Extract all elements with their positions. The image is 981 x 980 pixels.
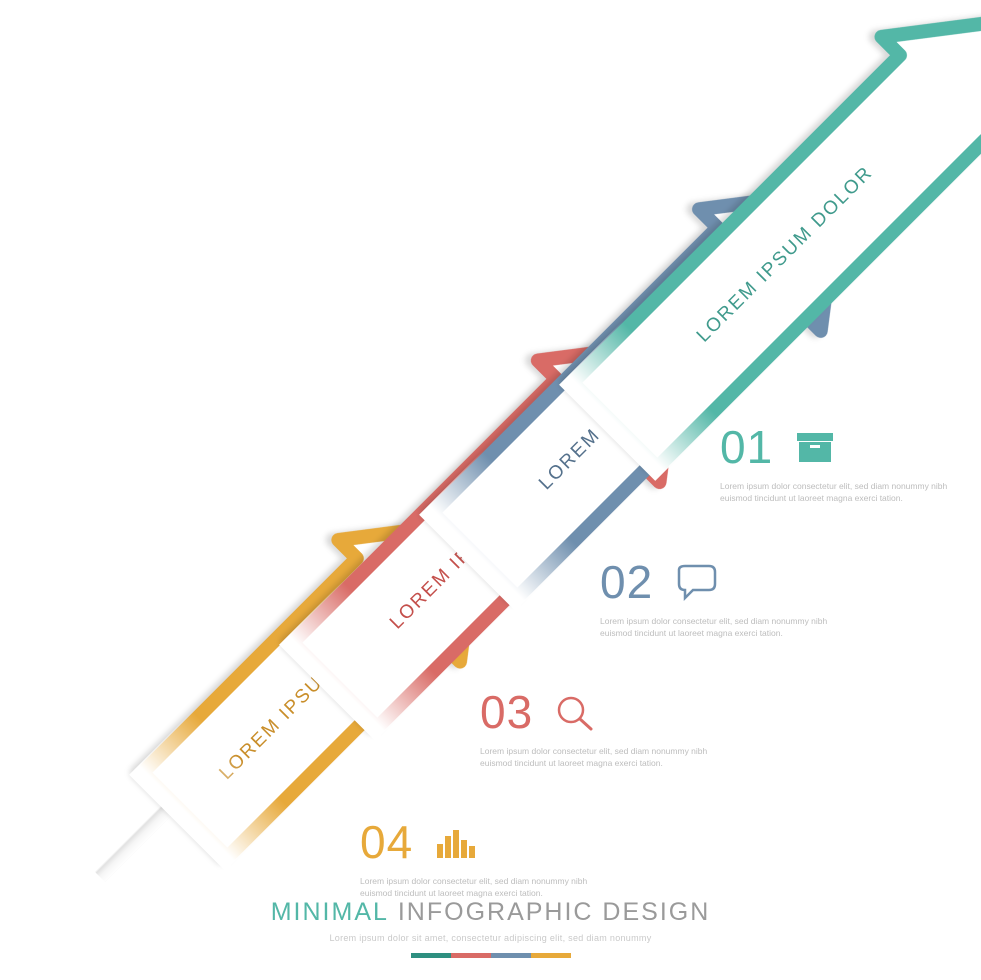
- info-body: Lorem ipsum dolor consectetur elit, sed …: [720, 480, 960, 505]
- box-icon: [791, 427, 839, 467]
- info-number: 03: [480, 685, 533, 739]
- info-body: Lorem ipsum dolor consectetur elit, sed …: [600, 615, 840, 640]
- footer-title-rest: INFOGRAPHIC DESIGN: [389, 898, 710, 926]
- info-block-02: 02 Lorem ipsum dolor consectetur elit, s…: [600, 555, 870, 640]
- footer-title: MINIMAL INFOGRAPHIC DESIGN: [0, 898, 981, 927]
- footer-subtitle: Lorem ipsum dolor sit amet, consectetur …: [0, 933, 981, 943]
- arrow-2: LOREM IPSUM DOLOR: [410, 30, 530, 560]
- footer: MINIMAL INFOGRAPHIC DESIGN Lorem ipsum d…: [0, 898, 981, 958]
- info-block-01: 01 Lorem ipsum dolor consectetur elit, s…: [720, 420, 981, 505]
- infographic-canvas: LOREM IPSUM DOLOR LOREM IPSUM DOLOR LORE…: [0, 0, 981, 980]
- info-block-03: 03 Lorem ipsum dolor consectetur elit, s…: [480, 685, 750, 770]
- info-body: Lorem ipsum dolor consectetur elit, sed …: [360, 875, 600, 900]
- bars-icon: [431, 822, 479, 862]
- arrow-3: LOREM IPSUM DOLOR: [270, 190, 390, 690]
- footer-color-bar: [411, 953, 571, 958]
- arrow-1: LOREM IPSUM DOLOR: [550, 0, 670, 430]
- info-block-04: 04 Lorem ipsum dolor consectetur elit, s…: [360, 815, 630, 900]
- info-number: 02: [600, 555, 653, 609]
- magnify-icon: [551, 692, 599, 732]
- speech-icon: [671, 562, 719, 602]
- arrow-4: LOREM IPSUM DOLOR: [120, 390, 240, 820]
- info-number: 01: [720, 420, 773, 474]
- footer-title-accent: MINIMAL: [271, 898, 389, 926]
- info-number: 04: [360, 815, 413, 869]
- info-body: Lorem ipsum dolor consectetur elit, sed …: [480, 745, 720, 770]
